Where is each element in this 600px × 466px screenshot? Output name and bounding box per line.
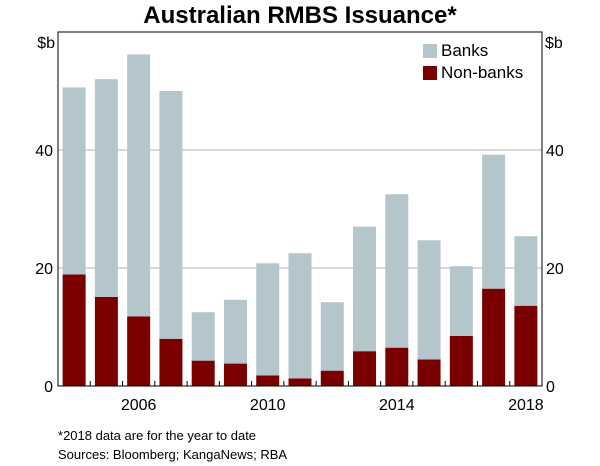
- x-tick-label: 2018: [508, 397, 544, 414]
- legend-swatch-non-banks: [423, 66, 437, 80]
- y-tick-label-left: 40: [35, 143, 53, 160]
- bar-banks: [482, 154, 506, 289]
- chart-title: Australian RMBS Issuance*: [143, 2, 457, 29]
- y-axis-unit-left: $b: [37, 35, 55, 52]
- bar-non-banks: [449, 335, 473, 386]
- bar-banks: [385, 194, 409, 348]
- y-tick-label-right: 20: [546, 261, 564, 278]
- footnote-marker: *: [58, 428, 64, 443]
- x-tick-label: 2010: [250, 397, 286, 414]
- legend-label-non-banks: Non-banks: [441, 63, 524, 82]
- bar-banks: [94, 79, 118, 297]
- bar-non-banks: [482, 288, 506, 386]
- bar-banks: [191, 312, 215, 361]
- legend-label-banks: Banks: [441, 41, 489, 60]
- bar-non-banks: [256, 375, 280, 386]
- plot-frame: [57, 31, 543, 387]
- bar-banks: [127, 54, 151, 317]
- bar-banks: [223, 299, 247, 364]
- bar-banks: [256, 263, 280, 376]
- footnote-text: 2018 data are for the year to date: [63, 428, 257, 443]
- legend-swatch-banks: [423, 44, 437, 58]
- bar-non-banks: [417, 359, 441, 386]
- bar-non-banks: [159, 338, 183, 386]
- bar-non-banks: [191, 360, 215, 386]
- bar-banks: [62, 87, 86, 275]
- y-tick-label-right: 40: [546, 143, 564, 160]
- bar-banks: [159, 91, 183, 339]
- y-axis-unit-right: $b: [545, 35, 563, 52]
- sources-note: Sources: Bloomberg; KangaNews; RBA: [58, 447, 288, 462]
- bar-non-banks: [320, 370, 344, 386]
- bar-non-banks: [514, 305, 538, 386]
- footnote: *2018 data are for the year to date: [58, 428, 256, 443]
- bar-non-banks: [62, 274, 86, 386]
- bar-non-banks: [353, 351, 377, 386]
- y-tick-label-left: 20: [35, 261, 53, 278]
- bar-non-banks: [223, 363, 247, 386]
- x-tick-label: 2014: [379, 397, 415, 414]
- y-tick-label-right: 0: [546, 379, 555, 396]
- bar-banks: [288, 253, 312, 379]
- bar-non-banks: [94, 296, 118, 386]
- x-tick-label: 2006: [121, 397, 157, 414]
- bar-non-banks: [385, 347, 409, 386]
- y-tick-label-left: 0: [44, 379, 53, 396]
- bar-non-banks: [127, 316, 151, 386]
- bar-banks: [514, 236, 538, 306]
- bar-banks: [353, 226, 377, 352]
- bar-banks: [449, 266, 473, 336]
- bar-non-banks: [288, 378, 312, 386]
- bar-banks: [417, 240, 441, 360]
- bar-banks: [320, 302, 344, 371]
